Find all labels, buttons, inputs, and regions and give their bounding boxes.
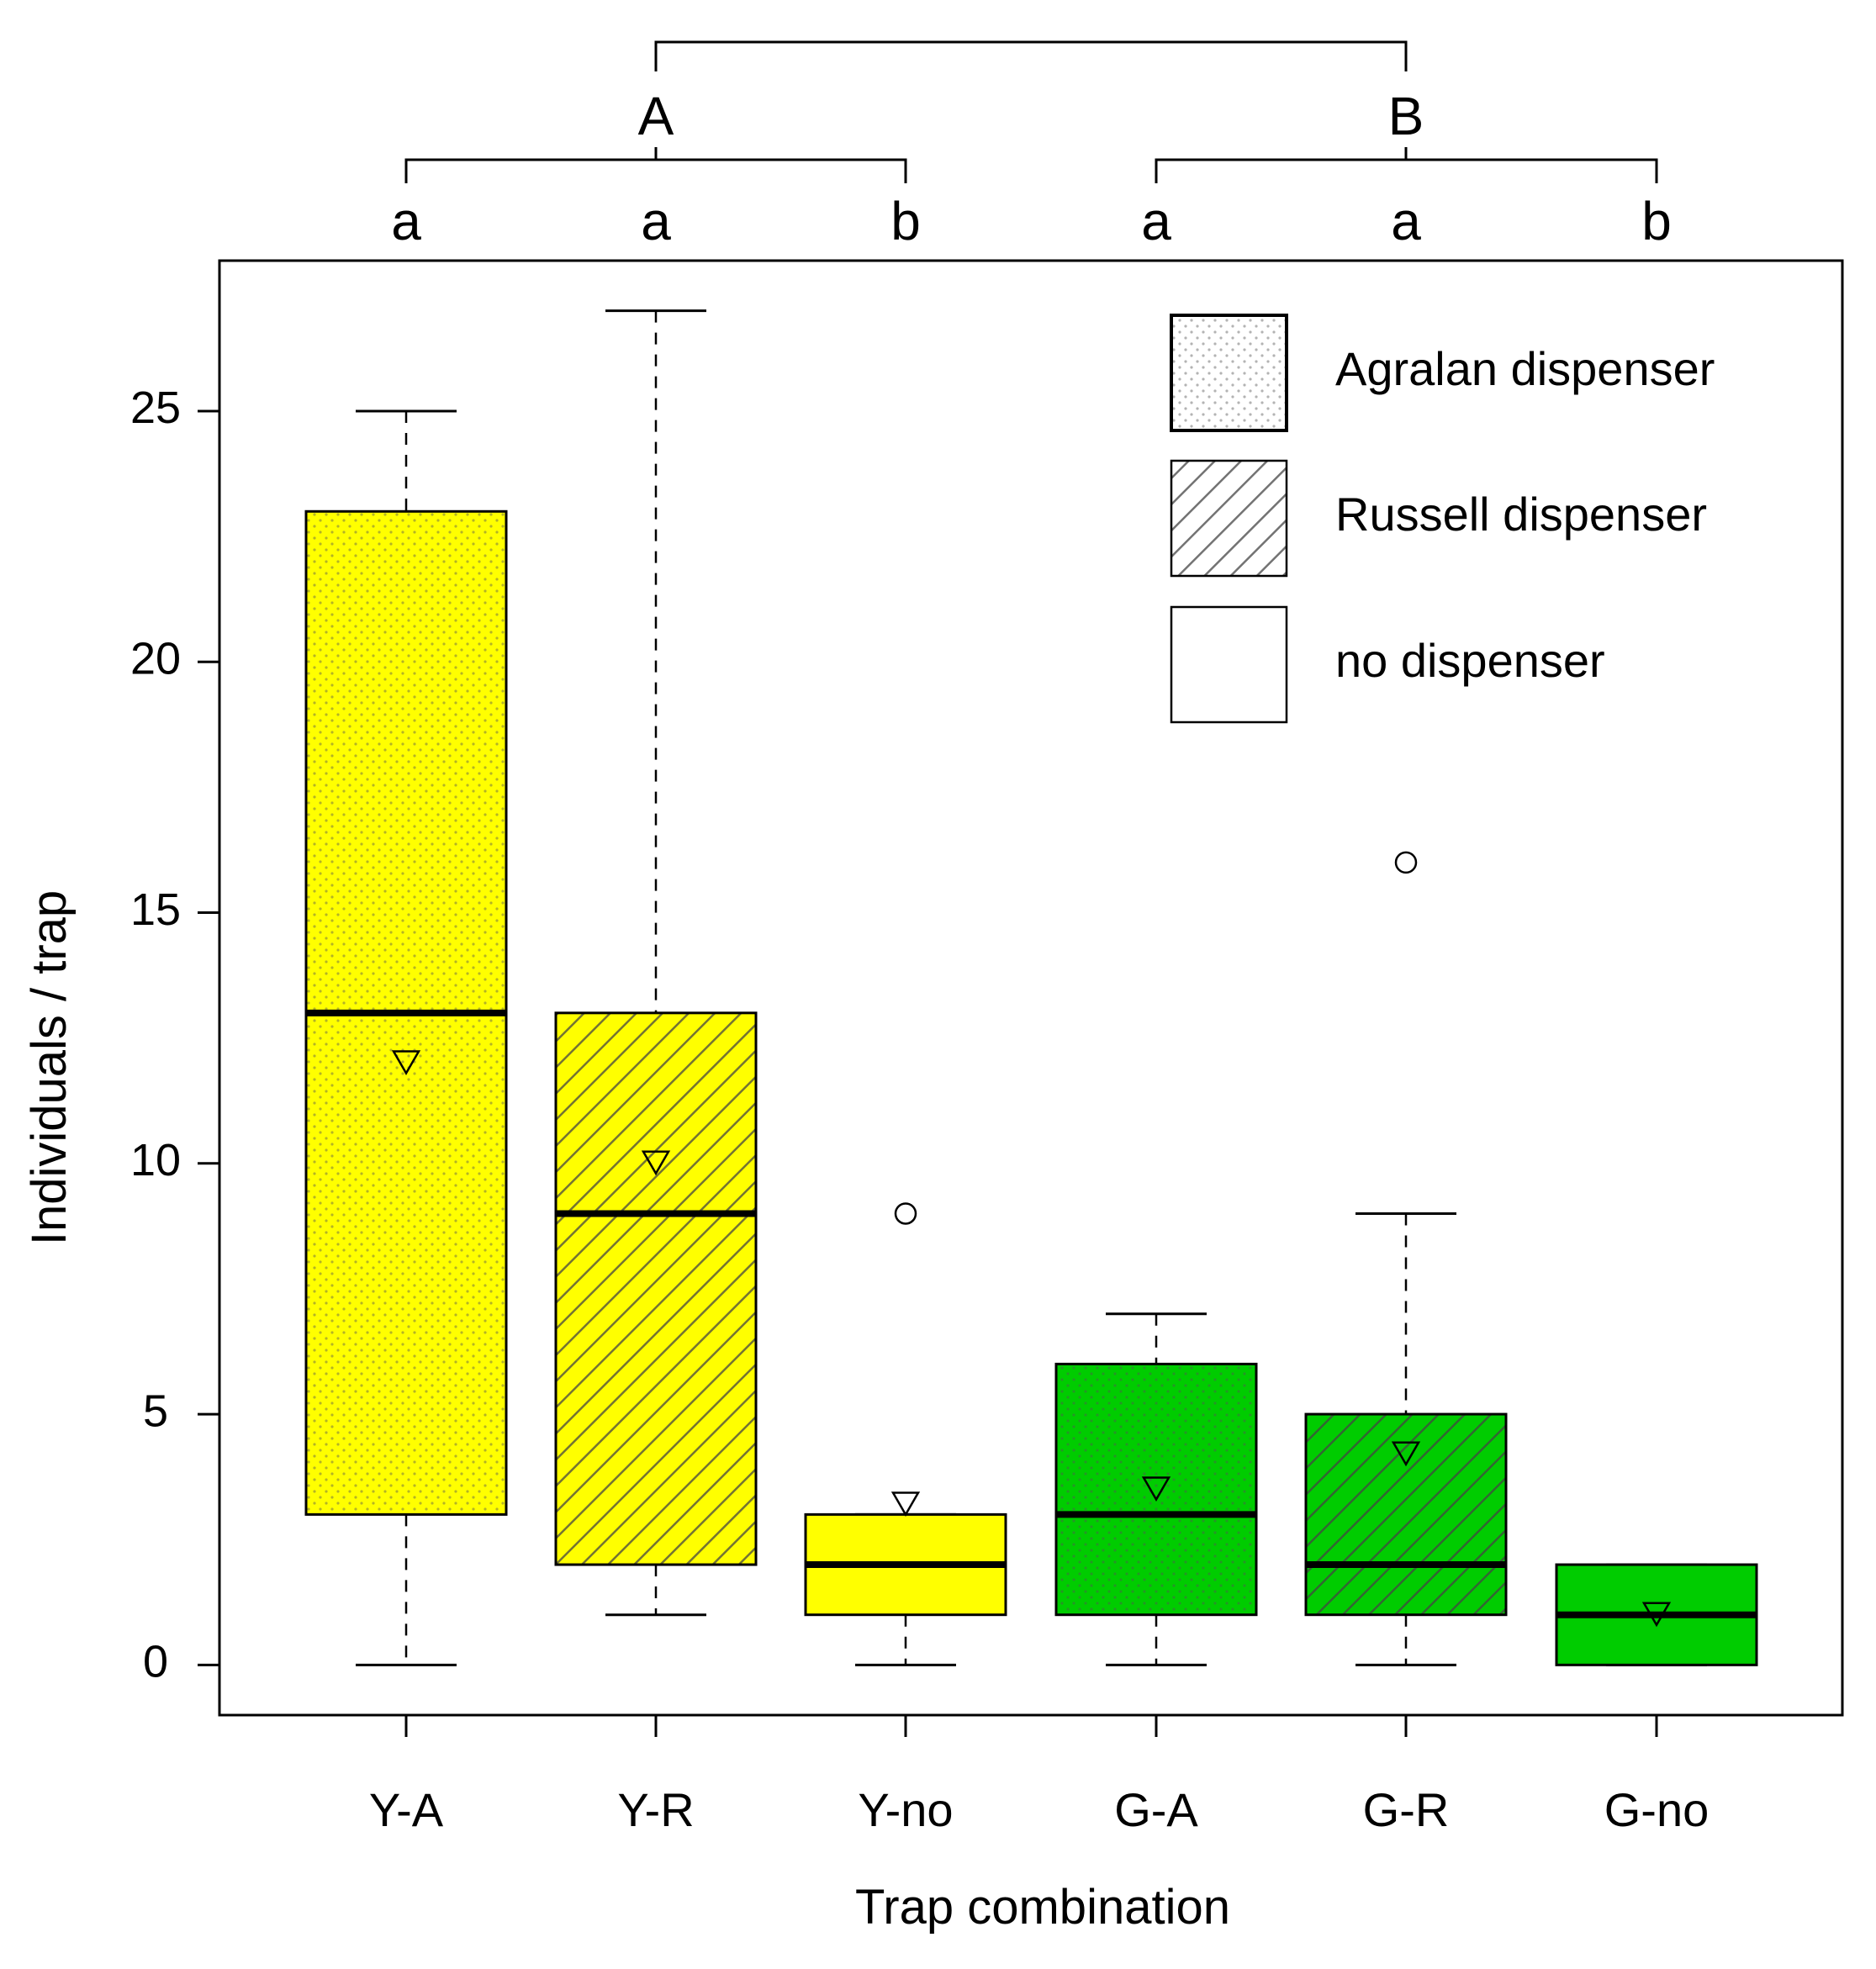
box-hatch bbox=[1306, 1414, 1506, 1615]
legend-swatch-outline bbox=[1170, 314, 1288, 432]
legend-label: Agralan dispenser bbox=[1335, 342, 1715, 395]
boxes bbox=[304, 309, 1758, 1666]
legend-swatch-hatch bbox=[1171, 461, 1287, 576]
bracket-group-a bbox=[404, 158, 907, 183]
significance-letter: a bbox=[391, 191, 421, 251]
x-tick-label: Y-A bbox=[369, 1783, 444, 1836]
legend-item: Russell dispenser bbox=[1170, 459, 1707, 578]
y-tick-label: 10 bbox=[130, 1135, 181, 1185]
outlier-point bbox=[894, 1202, 917, 1225]
bracket-group-b bbox=[1155, 158, 1658, 183]
x-tick-label: G-R bbox=[1363, 1783, 1450, 1836]
y-tick-label: 15 bbox=[130, 884, 181, 935]
box-dots bbox=[1056, 1364, 1256, 1615]
box-g-a bbox=[1054, 1312, 1258, 1666]
legend-swatch-bg bbox=[1171, 607, 1287, 722]
x-tick-label: G-no bbox=[1604, 1783, 1710, 1836]
box-hatch bbox=[556, 1012, 756, 1565]
outlier-point bbox=[1394, 851, 1418, 874]
significance-letter: b bbox=[1641, 191, 1672, 251]
legend-swatch-outline bbox=[1170, 459, 1288, 578]
box-g-no bbox=[1555, 1563, 1758, 1666]
bracket-top bbox=[654, 40, 1408, 71]
mean-marker bbox=[1141, 1476, 1171, 1502]
significance-letter: a bbox=[1141, 191, 1171, 251]
y-tick-label: 25 bbox=[130, 383, 181, 433]
significance-brackets: A Ba a b a a b bbox=[391, 40, 1672, 251]
box-outline bbox=[1304, 1412, 1508, 1617]
y-tick-label: 20 bbox=[130, 634, 181, 684]
legend-label: no dispenser bbox=[1335, 634, 1605, 687]
mean-marker bbox=[1391, 1441, 1421, 1467]
y-tick-label: 5 bbox=[143, 1386, 168, 1436]
y-tick-label: 0 bbox=[143, 1637, 168, 1687]
mean-marker bbox=[890, 1491, 921, 1517]
legend: Agralan dispenser Russell dispenser no dis… bbox=[1170, 314, 1715, 724]
significance-letter: a bbox=[1391, 191, 1421, 251]
x-tick-label: Y-R bbox=[617, 1783, 694, 1836]
legend-swatch-dots bbox=[1171, 315, 1287, 430]
x-tick-label: G-A bbox=[1114, 1783, 1198, 1836]
mean-marker bbox=[641, 1150, 671, 1176]
legend-item: Agralan dispenser bbox=[1170, 314, 1715, 432]
box-y-no bbox=[804, 1202, 1007, 1666]
x-axis-label: Trap combination bbox=[855, 1880, 1230, 1935]
box-y-a bbox=[304, 409, 508, 1666]
y-axis-label: Individuals / trap bbox=[22, 890, 77, 1245]
box-y-r bbox=[554, 309, 758, 1617]
significance-letter: a bbox=[641, 191, 671, 251]
legend-item: no dispenser bbox=[1170, 605, 1605, 724]
box-g-r bbox=[1304, 851, 1508, 1666]
legend-label: Russell dispenser bbox=[1335, 488, 1707, 541]
box-outline bbox=[554, 1011, 758, 1566]
group-letter: A bbox=[638, 86, 674, 146]
mean-marker bbox=[1641, 1602, 1672, 1628]
mean-marker bbox=[391, 1050, 421, 1075]
axes: 0 5 10 15 20 25 Y-A Y-R Y-no G-A G-R G-no bbox=[130, 383, 1709, 1836]
legend-swatch-outline bbox=[1170, 605, 1288, 724]
plot-frame bbox=[218, 259, 1844, 1717]
box-outline bbox=[1054, 1362, 1258, 1617]
group-letter: B bbox=[1388, 86, 1424, 146]
significance-letter: b bbox=[890, 191, 921, 251]
x-tick-label: Y-no bbox=[858, 1783, 953, 1836]
